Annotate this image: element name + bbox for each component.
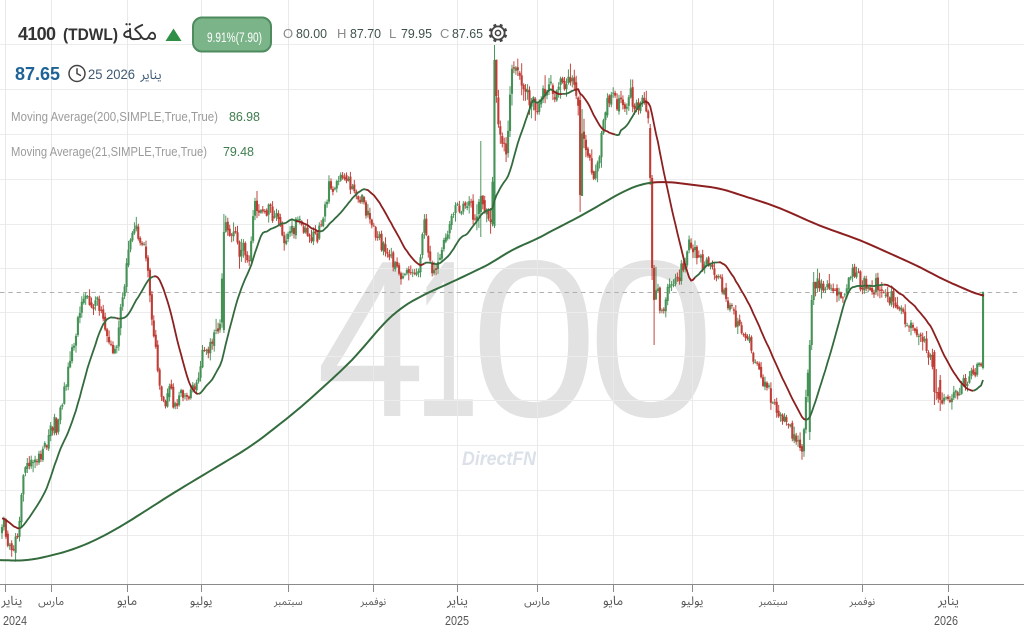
svg-text:Moving Average(21,SIMPLE,True,: Moving Average(21,SIMPLE,True,True)	[11, 145, 207, 159]
svg-text:1: 1	[416, 214, 479, 464]
svg-text:L: L	[389, 26, 396, 41]
svg-text:87.65: 87.65	[15, 64, 60, 84]
svg-text:C: C	[440, 26, 449, 41]
svg-text:0: 0	[471, 214, 598, 464]
svg-text:Moving Average(200,SIMPLE,True: Moving Average(200,SIMPLE,True,True)	[11, 110, 218, 124]
svg-text:25 2026: 25 2026	[88, 67, 135, 82]
svg-text:2025: 2025	[445, 614, 469, 628]
svg-text:(TDWL): (TDWL)	[63, 25, 118, 44]
svg-text:DirectFN: DirectFN	[462, 449, 537, 470]
svg-text:9.91%(7.90): 9.91%(7.90)	[207, 30, 262, 45]
svg-text:79.95: 79.95	[401, 26, 432, 41]
svg-text:79.48: 79.48	[223, 145, 254, 159]
svg-text:O: O	[283, 26, 293, 41]
svg-text:86.98: 86.98	[229, 110, 260, 124]
svg-text:4100: 4100	[18, 24, 56, 44]
svg-text:87.70: 87.70	[350, 26, 381, 41]
svg-text:2024: 2024	[3, 614, 27, 628]
svg-text:H: H	[337, 26, 346, 41]
svg-text:2026: 2026	[934, 614, 958, 628]
svg-text:80.00: 80.00	[296, 26, 327, 41]
svg-text:87.65: 87.65	[452, 26, 483, 41]
